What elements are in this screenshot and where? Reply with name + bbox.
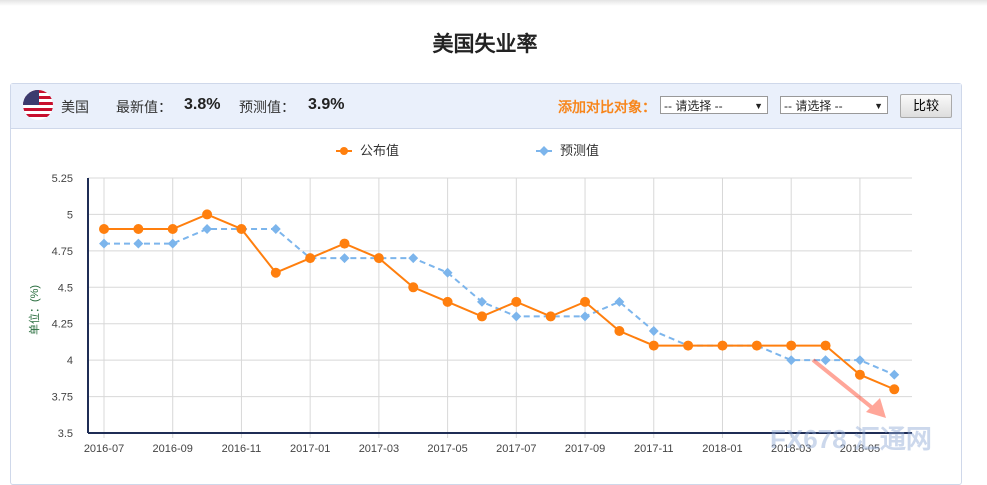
published-point <box>339 238 350 249</box>
trend-arrow-head <box>866 398 886 418</box>
published-point <box>545 311 556 322</box>
forecast-point <box>408 253 419 264</box>
y-tick-label: 4.75 <box>52 246 73 258</box>
x-tick-label: 2018-05 <box>840 443 880 455</box>
page-title: 美国失业率 <box>432 33 538 56</box>
published-point <box>133 224 144 234</box>
legend-published[interactable]: 公布值 <box>360 143 399 158</box>
watermark: FX678 汇通网 <box>770 358 932 454</box>
forecast-point <box>854 355 865 366</box>
published-point <box>614 326 625 336</box>
x-tick-label: 2016-09 <box>153 443 193 455</box>
forecast-point <box>511 311 522 322</box>
published-point <box>442 296 453 307</box>
published-point <box>648 340 659 351</box>
published-point <box>786 340 797 351</box>
published-point <box>683 340 694 351</box>
x-tick-label: 2017-07 <box>496 443 536 455</box>
published-point <box>408 282 419 293</box>
compare-select-1[interactable]: -- 请选择 -- <box>660 96 768 115</box>
published-point <box>236 224 247 234</box>
y-tick-label: 3.75 <box>52 392 73 404</box>
x-tick-label: 2016-11 <box>222 443 262 455</box>
y-tick-label: 4.25 <box>52 319 73 331</box>
y-tick-label: 5.25 <box>52 173 73 185</box>
chart-card: 美国 最新值： 3.8% 预测值： 3.9% 添加对比对象： -- 请选择 --… <box>10 83 962 485</box>
x-tick-label: 2017-11 <box>634 443 674 455</box>
y-tick-label: 4 <box>67 355 73 367</box>
forecast-point <box>167 238 178 249</box>
forecast-point <box>648 326 659 336</box>
latest-label: 最新值： <box>116 99 172 115</box>
compare-select-2[interactable]: -- 请选择 -- <box>780 96 888 115</box>
forecast-label: 预测值： <box>239 99 295 115</box>
x-tick-label: 2017-05 <box>427 443 467 455</box>
forecast-point <box>99 238 109 249</box>
y-axis-label: 单位：(%) <box>27 285 41 335</box>
forecast-point <box>270 224 281 234</box>
published-point <box>580 296 591 307</box>
forecast-point <box>339 253 350 264</box>
line-chart: 5.25 5 4.75 4.5 4.25 4 3.75 3.5 2016-07 2016-09 20… <box>27 143 932 455</box>
watermark-text: FX678 汇通网 <box>770 424 932 454</box>
country-name: 美国 <box>61 99 89 115</box>
forecast-point <box>786 355 797 366</box>
top-divider <box>0 0 987 6</box>
x-tick-label: 2017-09 <box>565 443 605 455</box>
y-tick-label: 5 <box>67 209 73 221</box>
published-point <box>854 369 865 380</box>
published-point <box>751 340 762 351</box>
published-point <box>270 267 281 278</box>
published-point <box>889 384 900 395</box>
y-tick-label: 4.5 <box>58 282 73 294</box>
x-tick-label: 2016-07 <box>84 443 124 455</box>
forecast-point <box>133 238 144 249</box>
forecast-value: 3.9% <box>308 96 345 113</box>
forecast-point <box>442 267 453 278</box>
x-tick-label: 2018-03 <box>771 443 811 455</box>
published-point <box>511 296 522 307</box>
legend-forecast[interactable]: 预测值 <box>560 143 599 158</box>
trend-arrow <box>811 358 877 412</box>
published-line <box>104 213 895 391</box>
forecast-point <box>477 296 487 307</box>
forecast-point <box>889 369 900 380</box>
add-compare-label: 添加对比对象： <box>558 99 656 115</box>
legend-dot-forecast <box>539 146 549 156</box>
published-point <box>202 209 213 220</box>
published-point <box>717 340 728 351</box>
x-tick-label: 2017-03 <box>359 443 399 455</box>
forecast-point <box>580 311 590 322</box>
compare-button[interactable]: 比较 <box>900 94 952 118</box>
published-point <box>476 311 487 322</box>
legend-dot-published <box>340 147 348 155</box>
us-flag-icon <box>23 90 53 120</box>
published-point <box>99 224 109 234</box>
published-point <box>167 224 178 234</box>
header-bar: 美国 最新值： 3.8% 预测值： 3.9% 添加对比对象： -- 请选择 --… <box>11 84 961 129</box>
published-point <box>820 340 831 351</box>
latest-value: 3.8% <box>184 96 221 113</box>
published-point <box>373 253 384 264</box>
forecast-point <box>820 355 831 366</box>
y-tick-label: 3.5 <box>58 428 73 440</box>
x-tick-label: 2018-01 <box>702 443 742 455</box>
published-point <box>305 253 316 264</box>
x-tick-label: 2017-01 <box>290 443 330 455</box>
forecast-point <box>202 224 213 234</box>
forecast-point <box>614 296 625 307</box>
